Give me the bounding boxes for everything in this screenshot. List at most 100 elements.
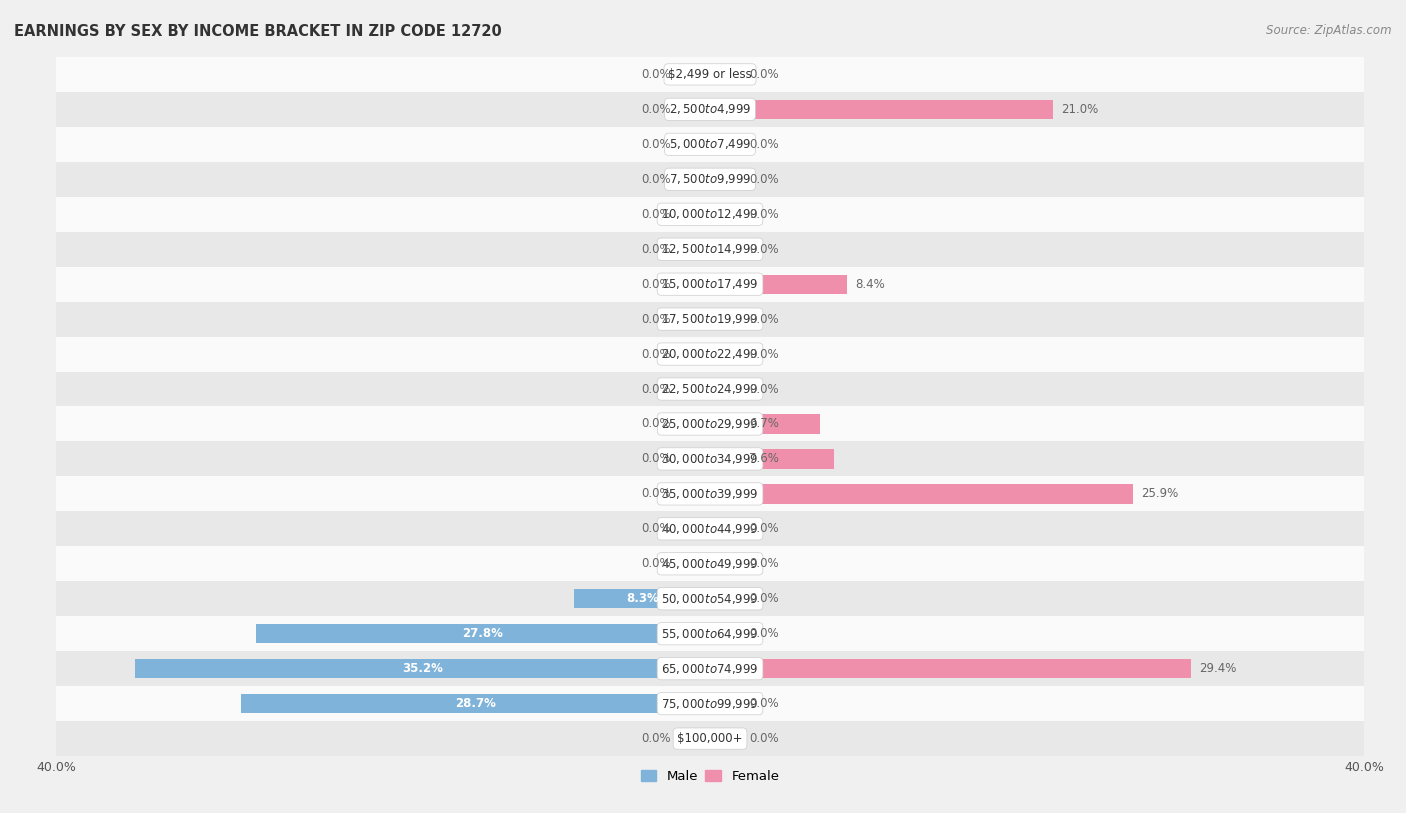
Text: 0.0%: 0.0% [641,138,671,150]
Text: $75,000 to $99,999: $75,000 to $99,999 [661,697,759,711]
Bar [678,275,710,293]
Text: 0.0%: 0.0% [641,453,671,465]
Text: 0.0%: 0.0% [641,523,671,535]
Text: 7.6%: 7.6% [749,453,779,465]
Text: $55,000 to $64,999: $55,000 to $64,999 [661,627,759,641]
Text: $7,500 to $9,999: $7,500 to $9,999 [669,172,751,186]
Text: 0.0%: 0.0% [641,103,671,115]
Bar [56,476,1364,511]
Text: 0.0%: 0.0% [749,383,779,395]
Text: $15,000 to $17,499: $15,000 to $17,499 [661,277,759,291]
Text: 6.7%: 6.7% [749,418,779,430]
Bar [710,310,742,328]
Text: 0.0%: 0.0% [749,68,779,80]
Text: 0.0%: 0.0% [749,243,779,255]
Bar [56,57,1364,92]
Bar [710,380,742,398]
Text: $20,000 to $22,499: $20,000 to $22,499 [661,347,759,361]
Text: 8.4%: 8.4% [855,278,886,290]
Bar [56,232,1364,267]
Text: $45,000 to $49,999: $45,000 to $49,999 [661,557,759,571]
Text: 0.0%: 0.0% [749,313,779,325]
Text: $12,500 to $14,999: $12,500 to $14,999 [661,242,759,256]
Text: 0.0%: 0.0% [749,523,779,535]
Text: EARNINGS BY SEX BY INCOME BRACKET IN ZIP CODE 12720: EARNINGS BY SEX BY INCOME BRACKET IN ZIP… [14,24,502,39]
Text: 0.0%: 0.0% [641,243,671,255]
Text: $5,000 to $7,499: $5,000 to $7,499 [669,137,751,151]
Bar [56,162,1364,197]
Text: $65,000 to $74,999: $65,000 to $74,999 [661,662,759,676]
Bar [56,92,1364,127]
Text: 0.0%: 0.0% [749,733,779,745]
Bar [678,205,710,224]
Bar [710,170,742,189]
Text: $50,000 to $54,999: $50,000 to $54,999 [661,592,759,606]
Text: 28.7%: 28.7% [456,698,496,710]
Text: $25,000 to $29,999: $25,000 to $29,999 [661,417,759,431]
Text: $40,000 to $44,999: $40,000 to $44,999 [661,522,759,536]
Bar [56,651,1364,686]
Bar [256,624,710,643]
Text: 0.0%: 0.0% [641,278,671,290]
Text: 0.0%: 0.0% [749,698,779,710]
Bar [710,100,1053,119]
Text: Source: ZipAtlas.com: Source: ZipAtlas.com [1267,24,1392,37]
Bar [135,659,710,678]
Bar [710,485,1133,503]
Text: 0.0%: 0.0% [641,208,671,220]
Bar [678,100,710,119]
Text: 27.8%: 27.8% [463,628,503,640]
Text: 0.0%: 0.0% [641,348,671,360]
Bar [710,450,834,468]
Bar [575,589,710,608]
Bar [56,372,1364,406]
Bar [56,686,1364,721]
Bar [678,380,710,398]
Text: 0.0%: 0.0% [749,138,779,150]
Bar [240,694,710,713]
Text: 35.2%: 35.2% [402,663,443,675]
Text: 0.0%: 0.0% [641,313,671,325]
Bar [710,345,742,363]
Bar [56,441,1364,476]
Bar [710,589,742,608]
Text: 0.0%: 0.0% [749,173,779,185]
Bar [56,337,1364,372]
Bar [710,729,742,748]
Bar [678,554,710,573]
Text: 0.0%: 0.0% [749,208,779,220]
Bar [678,520,710,538]
Text: 0.0%: 0.0% [749,593,779,605]
Text: $30,000 to $34,999: $30,000 to $34,999 [661,452,759,466]
Bar [56,511,1364,546]
Bar [56,721,1364,756]
Text: 0.0%: 0.0% [749,628,779,640]
Bar [56,616,1364,651]
Bar [56,267,1364,302]
Bar [678,135,710,154]
Bar [678,345,710,363]
Text: 0.0%: 0.0% [749,348,779,360]
Text: 0.0%: 0.0% [641,558,671,570]
Text: 0.0%: 0.0% [641,383,671,395]
Bar [678,65,710,84]
Text: 0.0%: 0.0% [641,733,671,745]
Bar [678,415,710,433]
Bar [710,275,848,293]
Bar [56,197,1364,232]
Text: $35,000 to $39,999: $35,000 to $39,999 [661,487,759,501]
Bar [678,450,710,468]
Text: 0.0%: 0.0% [641,173,671,185]
Text: 0.0%: 0.0% [641,488,671,500]
Bar [56,302,1364,337]
Bar [678,729,710,748]
Text: $2,499 or less: $2,499 or less [668,68,752,80]
Text: $22,500 to $24,999: $22,500 to $24,999 [661,382,759,396]
Bar [678,485,710,503]
Text: 0.0%: 0.0% [749,558,779,570]
Bar [710,520,742,538]
Text: 8.3%: 8.3% [626,593,658,605]
Bar [710,135,742,154]
Bar [56,581,1364,616]
Bar [710,554,742,573]
